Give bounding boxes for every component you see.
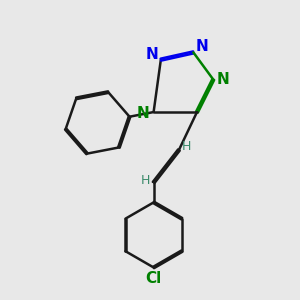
- Text: H: H: [182, 140, 192, 153]
- Text: N: N: [196, 40, 209, 55]
- Text: N: N: [217, 72, 230, 87]
- Text: H: H: [141, 174, 150, 187]
- Text: Cl: Cl: [146, 271, 162, 286]
- Text: N: N: [146, 47, 158, 62]
- Text: N: N: [137, 106, 150, 122]
